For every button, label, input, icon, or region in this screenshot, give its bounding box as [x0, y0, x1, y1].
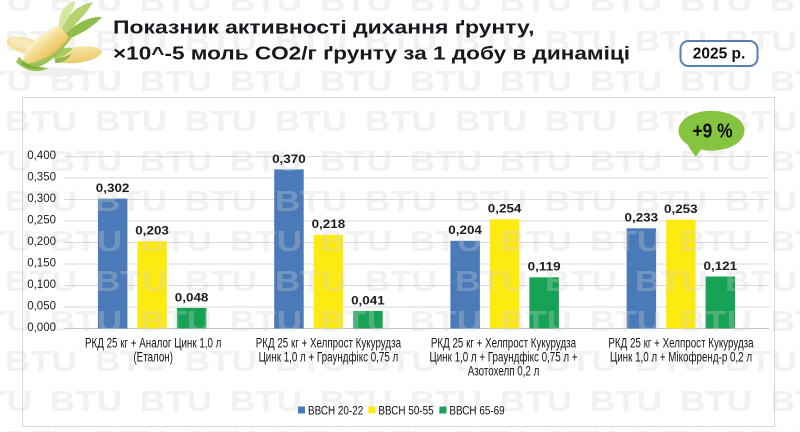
svg-text:0,300: 0,300	[27, 193, 56, 205]
svg-text:×10^-5 моль CO2/г ґрунту за 1: ×10^-5 моль CO2/г ґрунту за 1 добу в дин…	[113, 43, 630, 64]
svg-text:0,233: 0,233	[624, 210, 658, 224]
svg-text:0,253: 0,253	[664, 202, 698, 216]
svg-text:ВВСН 20-22: ВВСН 20-22	[308, 405, 363, 418]
svg-text:0,400: 0,400	[27, 150, 56, 162]
svg-text:0,121: 0,121	[703, 259, 737, 273]
svg-text:(Еталон): (Еталон)	[133, 349, 173, 365]
svg-text:+9 %: +9 %	[692, 119, 732, 141]
svg-text:Цинк 1,0 л + Мікофренд-р 0,2 л: Цинк 1,0 л + Мікофренд-р 0,2 л	[610, 349, 752, 365]
svg-text:0,254: 0,254	[488, 201, 523, 215]
svg-text:РКД 25 кг + Хелпрост Кукурудза: РКД 25 кг + Хелпрост Кукурудза	[431, 335, 576, 351]
svg-text:Цинк 1,0 л + Граундфікс 0,75 л: Цинк 1,0 л + Граундфікс 0,75 л	[259, 349, 399, 365]
svg-text:0,350: 0,350	[27, 172, 56, 184]
svg-text:РКД 25 кг + Хелпрост Кукурудза: РКД 25 кг + Хелпрост Кукурудза	[256, 335, 401, 351]
svg-text:0,204: 0,204	[448, 223, 483, 237]
svg-text:0,218: 0,218	[312, 217, 346, 231]
svg-text:0,200: 0,200	[27, 236, 56, 248]
svg-text:0,100: 0,100	[27, 279, 56, 291]
svg-text:Азотохелп 0,2 л: Азотохелп 0,2 л	[468, 363, 540, 379]
svg-text:0,150: 0,150	[27, 258, 56, 270]
svg-text:0,119: 0,119	[528, 259, 561, 273]
svg-text:0,041: 0,041	[351, 293, 385, 307]
svg-text:РКД 25 кг + Хелпрост Кукурудза: РКД 25 кг + Хелпрост Кукурудза	[608, 335, 753, 351]
svg-text:Показник активності дихання ґр: Показник активності дихання ґрунту,	[113, 18, 534, 38]
svg-text:0,250: 0,250	[27, 215, 56, 227]
svg-text:0,302: 0,302	[96, 181, 130, 195]
svg-text:Цинк 1,0 л + Граундфікс 0,75 л: Цинк 1,0 л + Граундфікс 0,75 л +	[429, 349, 577, 365]
svg-text:ВВСН 50-55: ВВСН 50-55	[378, 405, 433, 418]
svg-text:ВВСН 65-69: ВВСН 65-69	[449, 405, 504, 418]
svg-text:РКД 25 кг + Аналог Цинк 1,0 л: РКД 25 кг + Аналог Цинк 1,0 л	[85, 335, 221, 351]
svg-text:2025 р.: 2025 р.	[693, 46, 746, 63]
svg-text:0,203: 0,203	[135, 223, 169, 237]
svg-text:0,050: 0,050	[27, 301, 56, 313]
svg-text:0,000: 0,000	[27, 322, 56, 334]
svg-text:0,048: 0,048	[175, 290, 209, 304]
svg-text:0,370: 0,370	[272, 151, 306, 165]
